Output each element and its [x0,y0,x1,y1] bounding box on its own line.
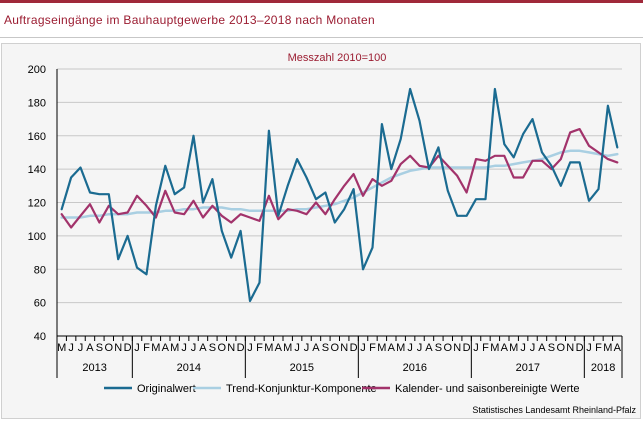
y-tick-label: 80 [34,264,46,276]
legend: Originalwert Trend-Konjunktur-Komponente K… [104,383,579,395]
x-tick-label: J [520,342,526,354]
x-tick-label: J [68,342,74,354]
title-divider [0,37,643,38]
x-tick-label: M [490,342,499,354]
x-tick-label: J [530,342,536,354]
x-tick-label: J [304,342,310,354]
x-tick-label: F [595,342,602,354]
year-label: 2017 [516,362,540,374]
x-tick-label: D [124,342,132,354]
x-tick-label: J [191,342,197,354]
x-tick-label: O [218,342,227,354]
x-tick-label: F [143,342,150,354]
series-line-1 [60,87,619,303]
x-tick-label: J [360,342,366,354]
x-tick-label: M [509,342,518,354]
page-title: Auftragseingänge im Bauhauptgewerbe 2013… [4,13,376,27]
y-tick-label: 160 [28,131,46,143]
x-tick-label: A [501,342,509,354]
x-tick-label: J [407,342,413,354]
x-tick-label: S [548,342,555,354]
x-tick-label: A [162,342,170,354]
x-tick-label: M [170,342,179,354]
x-tick-label: N [566,342,574,354]
x-tick-label: N [227,342,235,354]
series-lines [60,87,619,303]
year-label: 2015 [290,362,314,374]
x-tick-label: J [294,342,300,354]
y-tick-label: 120 [28,198,46,210]
x-tick-label: J [473,342,479,354]
x-tick-label: D [576,342,584,354]
x-tick-label: D [237,342,245,354]
y-tick-label: 180 [28,97,46,109]
x-tick-label: J [78,342,84,354]
x-tick-label: M [151,342,160,354]
x-tick-label: J [247,342,253,354]
x-tick-label: M [377,342,386,354]
x-tick-label: F [482,342,489,354]
x-tick-label: D [463,342,471,354]
x-tick-label: J [417,342,423,354]
x-tick-label: A [199,342,207,354]
source-note: Statistisches Landesamt Rheinland-Pfalz [472,405,636,415]
x-tick-label: M [603,342,612,354]
x-tick-label: N [114,342,122,354]
x-tick-label: J [134,342,140,354]
x-tick-label: S [435,342,442,354]
x-tick-label: M [264,342,273,354]
legend-label: Originalwert [137,383,196,395]
x-tick-label: D [350,342,358,354]
chart-frame [1,43,641,419]
x-tick-label: A [538,342,546,354]
y-tick-label: 140 [28,164,46,176]
x-tick-label: S [209,342,216,354]
x-tick-label: J [181,342,187,354]
x-tick-label: A [275,342,283,354]
year-label: 2014 [177,362,201,374]
x-tick-label: S [322,342,329,354]
x-tick-label: A [388,342,396,354]
year-label: 2013 [82,362,106,374]
top-accent-bar [0,0,643,3]
legend-label: Kalender- und saisonbereinigte Werte [395,383,579,395]
x-tick-label: F [256,342,263,354]
x-tick-label: O [444,342,453,354]
y-tick-label: 60 [34,298,46,310]
x-tick-label: O [557,342,566,354]
x-tick-label: S [96,342,103,354]
x-tick-label: M [283,342,292,354]
x-tick-label: F [369,342,376,354]
y-tick-label: 200 [28,64,46,76]
x-tick-label: A [86,342,94,354]
x-tick-label: M [396,342,405,354]
x-tick-label: N [453,342,461,354]
legend-label: Trend-Konjunktur-Komponente [226,383,377,395]
x-tick-label: N [340,342,348,354]
chart-subtitle: Messzahl 2010=100 [288,52,387,64]
x-tick-label: A [312,342,320,354]
x-tick-label: M [57,342,66,354]
y-axis: 40 60 80 100 120 140 160 180 200 [28,64,58,343]
x-tick-label: O [105,342,114,354]
x-tick-label: A [614,342,622,354]
x-tick-label: O [331,342,340,354]
y-tick-label: 100 [28,231,46,243]
x-tick-label: A [425,342,433,354]
year-label: 2018 [591,362,615,374]
year-label: 2016 [403,362,427,374]
y-tick-label: 40 [34,331,46,343]
x-tick-label: J [586,342,592,354]
